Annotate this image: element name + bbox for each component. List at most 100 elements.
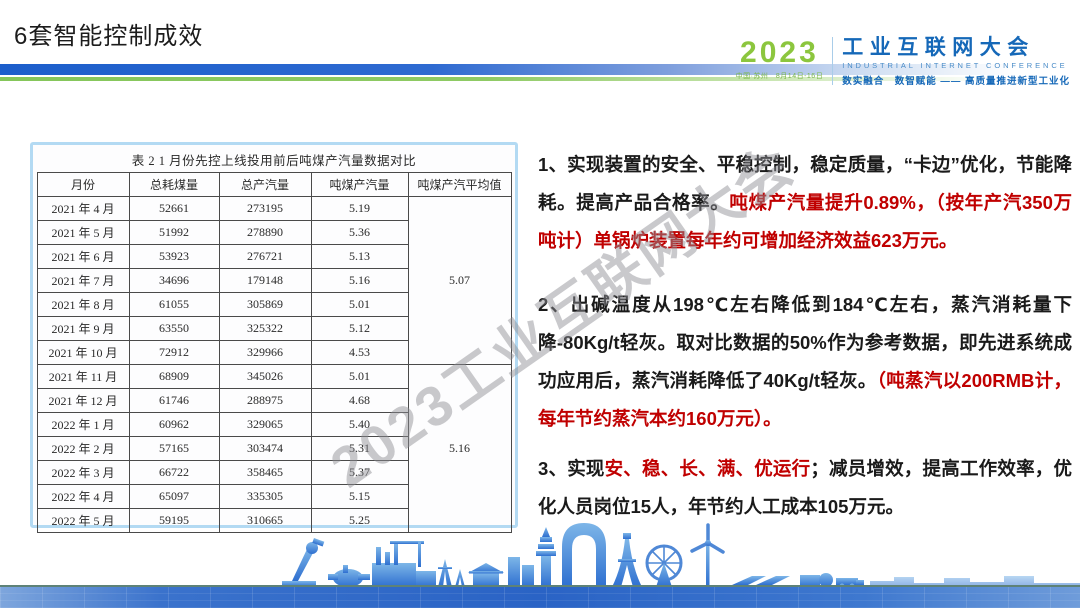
table-cell: 4.53: [310, 340, 409, 365]
table-cell: 5.40: [310, 412, 409, 437]
tower-icon: [612, 533, 642, 587]
point-1-highlight: 吨煤产汽量提升0.89%，（按年产汽350万吨计）单锅炉装置每年约可增加经济效益…: [538, 192, 1072, 251]
pagoda-icon: [536, 527, 556, 587]
table-cell: 2021 年 9 月: [36, 316, 130, 341]
table-cell: 2022 年 2 月: [36, 436, 130, 461]
table-cell: 5.19: [310, 196, 409, 221]
table-cell: 57165: [128, 436, 220, 461]
table-cell: 5.37: [310, 460, 409, 485]
far-skyline: [870, 576, 1080, 587]
table-cell: 329065: [218, 412, 312, 437]
table-average-cell: 5.16: [407, 364, 512, 533]
logo-year-block: 2023 中国·苏州 8月14日-16日: [736, 36, 824, 81]
table-cell: 305869: [218, 292, 312, 317]
table-cell: 51992: [128, 220, 220, 245]
table-row: 2021 年 7 月 34696 179148 5.16: [36, 268, 511, 293]
table-cell: 2022 年 3 月: [36, 460, 130, 485]
table-cell: 53923: [128, 244, 220, 269]
logo-tagline: 数实融合 数智赋能 —— 高质量推进新型工业化: [842, 76, 1070, 87]
table-cell: 4.68: [310, 388, 409, 413]
table-row: 2021 年 12 月 61746 288975 4.68: [36, 388, 511, 413]
table-row: 2022 年 5 月 59195 310665 5.25: [36, 508, 511, 533]
table-cell: 303474: [218, 436, 312, 461]
table-cell: 60962: [128, 412, 220, 437]
table-row: 2022 年 4 月 65097 335305 5.15: [36, 484, 511, 509]
table-cell: 59195: [128, 508, 220, 533]
point-3-text-b: ；减员增效，提高工作效率，优化人员岗位15人，年节约人工成本105万元。: [538, 458, 1072, 517]
logo-venue: 中国·苏州 8月14日-16日: [735, 73, 824, 80]
truck-icon: [800, 573, 864, 587]
point-2-highlight: （吨蒸汽以200RMB计，每年节约蒸汽本约160万元）。: [538, 370, 1072, 429]
gate-arch-icon: [562, 523, 606, 587]
table-row: 2021 年 4 月 52661 273195 5.19 5.07: [36, 196, 512, 365]
table-cell: 276721: [218, 244, 312, 269]
table-cell: 5.36: [310, 220, 409, 245]
table-cell: 5.16: [310, 268, 409, 293]
table-cell: 65097: [128, 484, 220, 509]
pump-icon: [328, 565, 370, 587]
table-cell: 2021 年 6 月: [36, 244, 130, 269]
logo-title-en: INDUSTRIAL INTERNET CONFERENCE: [842, 61, 1068, 70]
table-header-cell: 总产汽量: [218, 172, 312, 197]
table-cell: 2022 年 1 月: [36, 412, 130, 437]
table-cell: 2021 年 11 月: [36, 364, 130, 389]
table-cell: 278890: [218, 220, 312, 245]
table-cell: 5.25: [310, 508, 409, 533]
table-cell: 2021 年 12 月: [36, 388, 130, 413]
table-cell: 5.01: [310, 292, 409, 317]
table-cell: 310665: [218, 508, 312, 533]
table-row: 2021 年 6 月 53923 276721 5.13: [36, 244, 511, 269]
robot-arm-icon: [282, 538, 325, 587]
table-row: 2021 年 10 月 72912 329966 4.53: [36, 340, 511, 365]
data-table: 月份 总耗煤量 总产汽量 吨煤产汽量 吨煤产汽平均值 2021 年 4 月 52661 27…: [36, 172, 512, 533]
logo-divider: [832, 37, 834, 85]
table-header-cell: 总耗煤量: [128, 172, 220, 197]
pylon-icon: [438, 559, 465, 587]
table-row: 2021 年 9 月 63550 325322 5.12: [36, 316, 511, 341]
table-row: 2022 年 2 月 57165 303474 5.31: [36, 436, 511, 461]
table-cell: 2021 年 7 月: [36, 268, 130, 293]
summary-points: 1、实现装置的安全、平稳控制，稳定质量，“卡边”优化，节能降耗。提高产品合格率。…: [538, 146, 1072, 526]
point-3-text-a: 3、实现: [538, 458, 605, 479]
table-cell: 2021 年 8 月: [36, 292, 130, 317]
logo-title-cn: 工业互联网大会: [842, 36, 1035, 59]
point-2-text: 2、出碱温度从198℃左右降低到184℃左右，蒸汽消耗量下降-80Kg/t轻灰。…: [538, 294, 1072, 391]
table-cell: 52661: [128, 196, 220, 221]
city-skyline-graphic: [270, 523, 1080, 587]
table-cell: 5.31: [310, 436, 409, 461]
table-caption: 表 2 1 月份先控上线投用前后吨煤产汽量数据对比: [131, 154, 417, 168]
table-cell: 273195: [218, 196, 312, 221]
pavilion-icon: [468, 563, 504, 587]
table-cell: 5.13: [310, 244, 409, 269]
table-header-cell: 吨煤产汽量: [310, 172, 409, 197]
table-cell: 61746: [128, 388, 220, 413]
buildings-icon: [508, 557, 534, 587]
table-cell: 329966: [218, 340, 312, 365]
factory-icon: [372, 541, 436, 587]
table-header-cell: 月份: [36, 172, 130, 197]
wind-turbine-icon: [690, 523, 725, 587]
title-underline-green: [0, 77, 1080, 81]
table-average-cell: 5.07: [407, 196, 512, 365]
conference-logo: 2023 中国·苏州 8月14日-16日 工业互联网大会 INDUSTRIAL …: [736, 36, 1070, 87]
table-cell: 68909: [128, 364, 220, 389]
table-cell: 358465: [218, 460, 312, 485]
table-cell: 345026: [218, 364, 312, 389]
table-cell: 2021 年 10 月: [36, 340, 130, 365]
table-row: 2022 年 3 月 66722 358465 5.37: [36, 460, 511, 485]
ferris-wheel-icon: [645, 544, 683, 587]
table-cell: 66722: [128, 460, 220, 485]
table-cell: 335305: [218, 484, 312, 509]
table-cell: 179148: [218, 268, 312, 293]
data-table-panel: 表 2 1 月份先控上线投用前后吨煤产汽量数据对比 月份 总耗煤量 总产汽量 吨煤产汽…: [30, 142, 518, 533]
table-cell: 34696: [128, 268, 220, 293]
table-cell: 2021 年 5 月: [36, 220, 130, 245]
point-1: 1、实现装置的安全、平稳控制，稳定质量，“卡边”优化，节能降耗。提高产品合格率。…: [538, 146, 1072, 260]
table-cell: 5.01: [310, 364, 409, 389]
table-cell: 288975: [218, 388, 312, 413]
title-underline-blue: [0, 64, 1080, 75]
table-cell: 2021 年 4 月: [36, 196, 130, 221]
point-2: 2、出碱温度从198℃左右降低到184℃左右，蒸汽消耗量下降-80Kg/t轻灰。…: [538, 286, 1072, 438]
